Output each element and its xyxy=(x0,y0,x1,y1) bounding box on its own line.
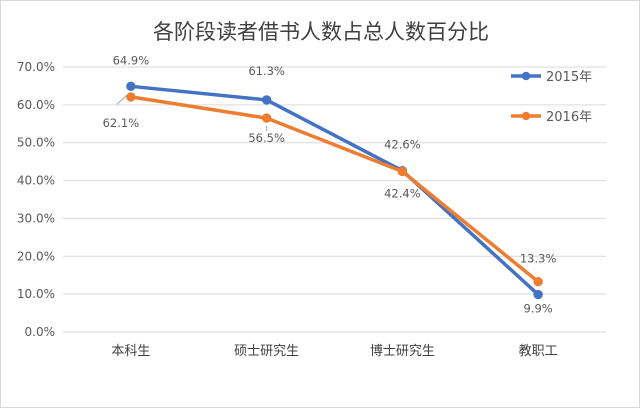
y-tick-label: 40.0% xyxy=(17,174,55,188)
data-label: 56.5% xyxy=(248,131,285,145)
data-point xyxy=(261,95,272,105)
legend-swatch-marker xyxy=(521,111,531,121)
data-point xyxy=(533,289,543,300)
y-axis-ticks: 0.0% 10.0% 20.0% 30.0% 40.0% 50.0% 60.0% 70.0% xyxy=(17,60,55,339)
data-label: 62.1% xyxy=(103,116,140,130)
x-category-label: 硕士研究生 xyxy=(234,344,299,359)
data-point xyxy=(126,92,136,102)
series-line-0 xyxy=(130,84,540,296)
y-tick-label: 50.0% xyxy=(17,136,55,150)
y-tick-label: 30.0% xyxy=(17,211,55,225)
data-label: 42.6% xyxy=(384,138,421,152)
legend-label: 2015年 xyxy=(546,70,592,85)
y-tick-label: 60.0% xyxy=(17,98,55,112)
data-point xyxy=(261,113,272,123)
data-label: 64.9% xyxy=(113,53,150,67)
y-tick-label: 10.0% xyxy=(17,287,55,301)
leader-line xyxy=(116,93,129,105)
gridlines xyxy=(63,66,606,333)
y-tick-label: 20.0% xyxy=(17,249,55,263)
data-label: 9.9% xyxy=(524,302,553,316)
x-axis-categories: 本科生 硕士研究生 博士研究生 教职工 xyxy=(111,343,557,359)
y-tick-label: 70.0% xyxy=(17,60,55,74)
x-category-label: 教职工 xyxy=(519,343,558,359)
legend-swatch-marker xyxy=(521,71,531,81)
data-label: 42.4% xyxy=(384,186,421,200)
series-lines: 64.9% 61.3% 42.6% 9.9% 62.1% 56.5% 42.4% 13.3% xyxy=(103,53,557,315)
legend: 2015年 2016年 xyxy=(511,70,592,125)
y-tick-label: 0.0% xyxy=(25,325,56,339)
x-category-label: 本科生 xyxy=(111,344,150,359)
data-point xyxy=(397,166,408,177)
data-point xyxy=(126,81,136,92)
legend-label: 2016年 xyxy=(546,110,592,125)
data-label: 61.3% xyxy=(248,64,285,78)
data-label: 13.3% xyxy=(520,252,557,266)
x-category-label: 博士研究生 xyxy=(370,344,435,359)
chart-title: 各阶段读者借书人数占总人数百分比 xyxy=(153,20,489,44)
data-point xyxy=(533,276,543,287)
series-line-1 xyxy=(130,95,540,284)
